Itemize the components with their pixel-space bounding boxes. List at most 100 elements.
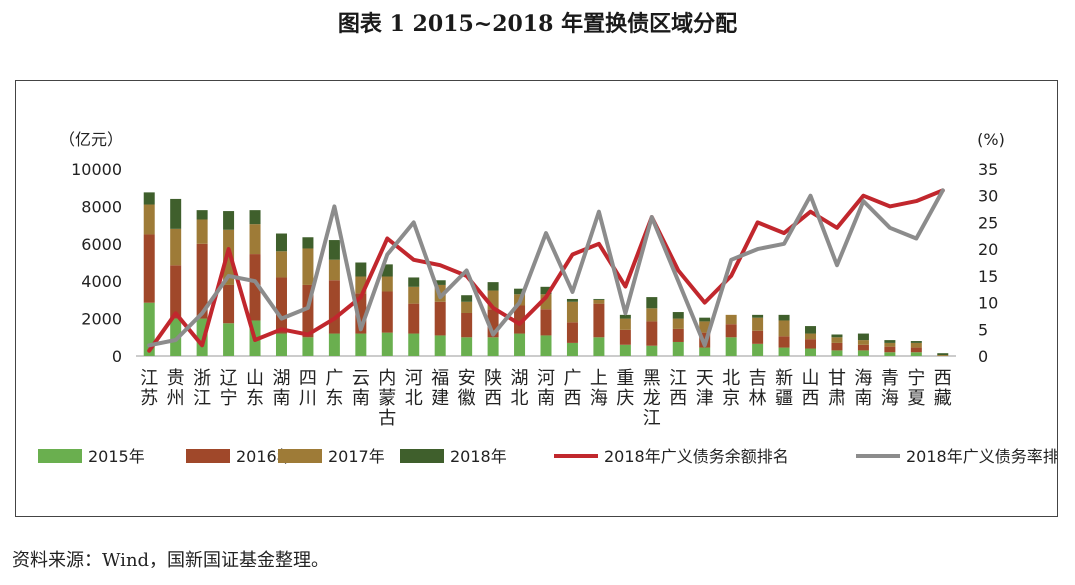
- bar-segment: [699, 347, 711, 356]
- line-series: [147, 188, 945, 348]
- bar-segment: [752, 317, 764, 331]
- category-label: 贵州: [167, 368, 185, 409]
- bar-segment: [884, 340, 896, 343]
- bar-segment: [328, 240, 340, 260]
- source-note: 资料来源：Wind，国新国证基金整理。: [12, 550, 330, 571]
- combo-chart: （亿元） (%) 0 2000 4000 6000 8000 10000 0 5 10 15 20 25 3…: [38, 130, 1075, 466]
- category-label: 吉林: [749, 368, 767, 409]
- bar-segment: [646, 321, 658, 346]
- bar-segment: [805, 348, 817, 356]
- bar-segment: [778, 336, 790, 348]
- bar-segment: [487, 337, 499, 356]
- y-axis-right-label: (%): [977, 130, 1005, 149]
- bar-segment: [540, 286, 552, 295]
- bar-segment: [725, 337, 737, 356]
- category-label: 新疆: [775, 368, 793, 409]
- bar-segment: [910, 342, 922, 348]
- bar-segment: [778, 347, 790, 356]
- y-tick-left: 2000: [81, 310, 122, 329]
- bar-segment: [619, 344, 631, 356]
- bar-segment: [831, 342, 843, 351]
- y-tick-right: 20: [978, 240, 998, 259]
- bar-segment: [646, 297, 658, 309]
- bar-segment: [355, 276, 367, 294]
- bar-segment: [672, 328, 684, 342]
- bar-segment: [275, 333, 287, 356]
- legend-label: 2015年: [88, 447, 145, 466]
- bar-segment: [672, 341, 684, 356]
- bar-segment: [752, 343, 764, 356]
- bar-segment: [381, 291, 393, 333]
- bar-segment: [381, 276, 393, 292]
- bar-segment: [514, 288, 526, 295]
- bar-segment: [196, 210, 208, 220]
- category-label: 辽宁: [220, 368, 238, 409]
- bar-segment: [461, 312, 473, 338]
- bar-segment: [672, 312, 684, 319]
- category-label: 湖北: [511, 368, 529, 409]
- category-label: 西藏: [934, 368, 952, 409]
- category-label: 福建: [431, 368, 449, 409]
- bar-segment: [566, 301, 578, 323]
- bar-segment: [196, 318, 208, 356]
- bar-segment: [672, 318, 684, 329]
- bar-segment: [593, 299, 605, 304]
- bar-segment: [461, 337, 473, 356]
- bar-segment: [302, 248, 314, 285]
- legend-swatch: [186, 449, 230, 463]
- bar-segment: [143, 302, 155, 356]
- bar-segment: [619, 329, 631, 345]
- bar-segment: [143, 192, 155, 205]
- bar-segment: [302, 237, 314, 249]
- legend-label: 2018年: [450, 447, 507, 466]
- bar-segment: [646, 308, 658, 322]
- category-label: 河北: [405, 368, 423, 409]
- bar-segment: [566, 298, 578, 302]
- bar-segment: [593, 303, 605, 338]
- bar-segment: [487, 309, 499, 338]
- bar-segment: [910, 352, 922, 356]
- bar-segment: [646, 345, 658, 356]
- category-label: 湖南: [272, 368, 290, 409]
- bar-segment: [381, 264, 393, 277]
- bar-segment: [355, 333, 367, 356]
- page-title: 图表 1 2015~2018 年置换债区域分配: [337, 11, 738, 37]
- bar-segment: [461, 301, 473, 313]
- bar-segment: [752, 314, 764, 318]
- bar-segment: [805, 333, 817, 340]
- legend: 2015年 2016年 2017年 2018年 2018年广义债务余额排名 2018年广义…: [38, 447, 1075, 466]
- bar-segment: [249, 224, 261, 255]
- bar-segment: [805, 326, 817, 334]
- category-label: 甘肃: [828, 368, 846, 409]
- category-label: 四川: [299, 368, 317, 409]
- category-label: 河南: [537, 368, 555, 409]
- legend-swatch: [400, 449, 444, 463]
- bar-segment: [884, 342, 896, 347]
- line-series: [147, 188, 945, 353]
- bars-layer: [143, 192, 949, 356]
- bar-segment: [223, 284, 235, 324]
- legend-swatch: [38, 449, 82, 463]
- y-tick-right: 25: [978, 213, 998, 232]
- category-label: 黑龙江: [643, 368, 661, 429]
- y-tick-right: 0: [978, 347, 988, 366]
- y-tick-left: 10000: [71, 160, 122, 179]
- lines-layer: [147, 188, 945, 353]
- bar-segment: [857, 350, 869, 356]
- bar-segment: [223, 323, 235, 356]
- bar-segment: [566, 342, 578, 356]
- category-label: 宁夏: [907, 368, 925, 409]
- bar-segment: [461, 295, 473, 302]
- bar-segment: [487, 282, 499, 291]
- legend-label: 2018年广义债务余额排名: [604, 447, 789, 466]
- category-label: 江西: [669, 368, 687, 409]
- bar-segment: [170, 265, 182, 319]
- bar-segment: [725, 314, 737, 325]
- bar-segment: [170, 198, 182, 229]
- bar-segment: [699, 321, 711, 333]
- bar-segment: [408, 277, 420, 287]
- bar-segment: [170, 228, 182, 266]
- bar-segment: [593, 298, 605, 300]
- category-label: 广东: [325, 368, 343, 409]
- category-label: 上海: [590, 368, 608, 409]
